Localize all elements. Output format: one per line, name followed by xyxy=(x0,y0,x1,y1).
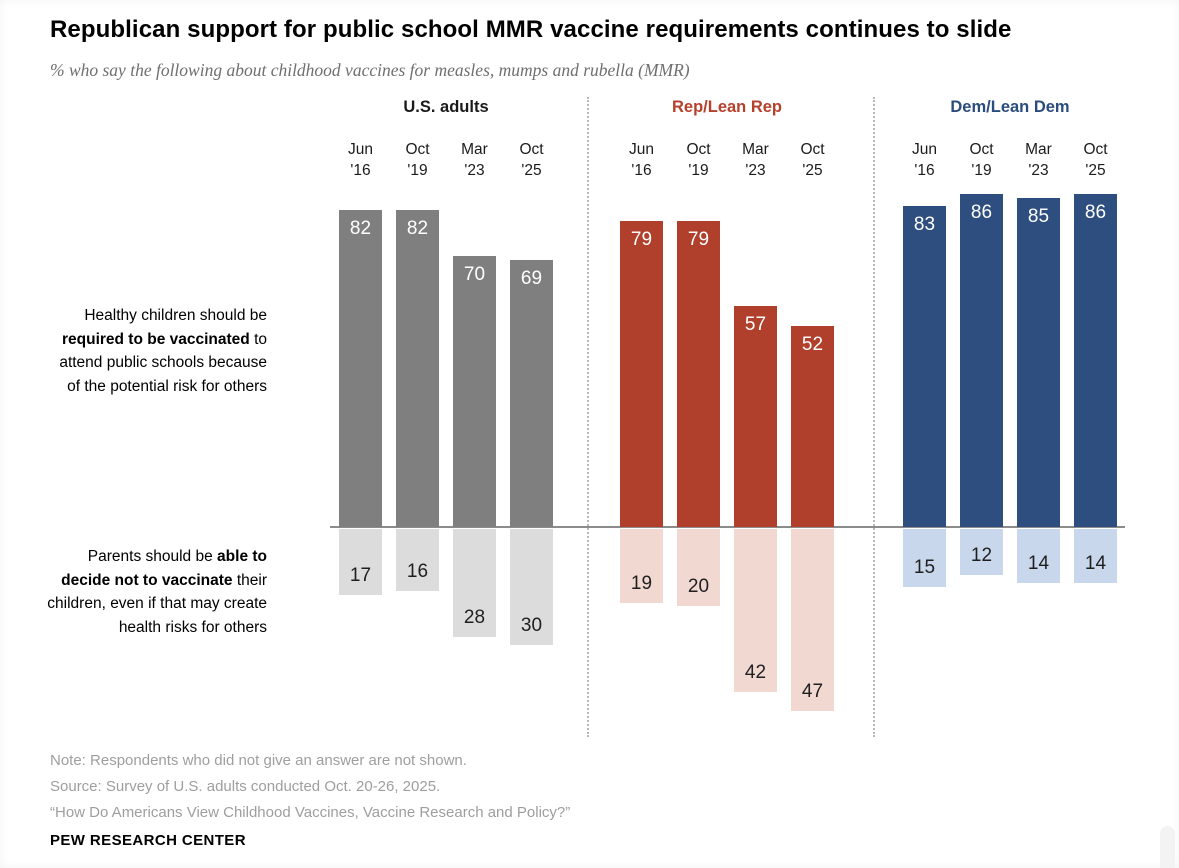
bar-parents-decide: 15 xyxy=(903,529,946,587)
group-header-2: Rep/Lean Rep xyxy=(671,98,783,116)
bar-value-label: 12 xyxy=(970,545,993,566)
bar-parents-decide: 47 xyxy=(791,529,834,711)
bar-required: 52 xyxy=(791,326,834,527)
category-label: Jun '16 xyxy=(912,141,937,179)
panel-divider-2 xyxy=(873,97,875,737)
bar-value-label: 79 xyxy=(687,229,710,250)
bar-value-label: 15 xyxy=(913,557,936,578)
bar-value-label: 16 xyxy=(406,561,429,582)
bar-parents-decide: 30 xyxy=(510,529,553,645)
bar-value-label: 30 xyxy=(520,615,543,636)
footer-notes: Note: Respondents who did not give an an… xyxy=(50,748,850,826)
category-label: Oct '25 xyxy=(519,141,544,179)
panel-divider-1 xyxy=(587,97,589,737)
bar-value-label: 82 xyxy=(349,218,372,239)
group-header-3: Dem/Lean Dem xyxy=(950,98,1070,116)
category-label: Jun '16 xyxy=(629,141,654,179)
note-line: Note: Respondents who did not give an an… xyxy=(50,752,467,769)
group-header-1: U.S. adults xyxy=(403,98,489,116)
statement-label-required: Healthy children should be required to b… xyxy=(59,307,267,395)
bar-value-label: 19 xyxy=(630,573,653,594)
bar-parents-decide: 42 xyxy=(734,529,777,692)
bar-required: 79 xyxy=(677,221,720,527)
bar-value-label: 47 xyxy=(801,681,824,702)
statement-label-parents-decide: Parents should be able to decide not to … xyxy=(47,548,267,636)
bar-value-label: 57 xyxy=(744,314,767,335)
bar-value-label: 14 xyxy=(1084,553,1107,574)
bar-value-label: 86 xyxy=(1084,202,1107,223)
bars-parents-decide-3: 15 12 14 14 xyxy=(903,529,1117,715)
category-label: Oct '19 xyxy=(686,141,711,179)
chart-baseline xyxy=(330,526,1125,528)
bar-value-label: 69 xyxy=(520,268,543,289)
bar-required: 82 xyxy=(396,210,439,527)
bar-value-label: 85 xyxy=(1027,206,1050,227)
bar-parents-decide: 12 xyxy=(960,529,1003,575)
bar-required: 82 xyxy=(339,210,382,527)
category-labels-1: Jun '16 Oct '19 Mar '23 Oct '25 xyxy=(339,139,553,181)
bar-parents-decide: 28 xyxy=(453,529,496,637)
category-label: Mar '23 xyxy=(1025,141,1052,179)
category-labels-3: Jun '16 Oct '19 Mar '23 Oct '25 xyxy=(903,139,1117,181)
bar-parents-decide: 14 xyxy=(1074,529,1117,583)
bar-value-label: 14 xyxy=(1027,553,1050,574)
bar-value-label: 42 xyxy=(744,662,767,683)
bars-parents-decide-2: 19 20 42 47 xyxy=(620,529,834,715)
scrollbar-thumb[interactable] xyxy=(1160,826,1175,868)
source-line: Source: Survey of U.S. adults conducted … xyxy=(50,778,441,795)
bars-required-1: 82 82 70 69 xyxy=(339,194,553,527)
bar-parents-decide: 19 xyxy=(620,529,663,603)
bar-required: 86 xyxy=(960,194,1003,527)
bar-value-label: 17 xyxy=(349,565,372,586)
bar-required: 69 xyxy=(510,260,553,527)
page-title: Republican support for public school MMR… xyxy=(50,16,1012,43)
bar-value-label: 52 xyxy=(801,334,824,355)
chart-subtitle: % who say the following about childhood … xyxy=(50,60,690,80)
category-label: Mar '23 xyxy=(742,141,769,179)
bar-parents-decide: 16 xyxy=(396,529,439,591)
bar-required: 86 xyxy=(1074,194,1117,527)
category-label: Jun '16 xyxy=(348,141,373,179)
bar-value-label: 70 xyxy=(463,264,486,285)
bar-required: 85 xyxy=(1017,198,1060,527)
bar-value-label: 28 xyxy=(463,607,486,628)
bar-required: 70 xyxy=(453,256,496,527)
category-label: Oct '25 xyxy=(800,141,825,179)
bar-parents-decide: 17 xyxy=(339,529,382,595)
bar-value-label: 83 xyxy=(913,214,936,235)
bar-value-label: 86 xyxy=(970,202,993,223)
report-title-line: “How Do Americans View Childhood Vaccine… xyxy=(50,804,571,821)
category-label: Oct '25 xyxy=(1083,141,1108,179)
bar-required: 83 xyxy=(903,206,946,527)
bars-required-2: 79 79 57 52 xyxy=(620,194,834,527)
category-label: Oct '19 xyxy=(969,141,994,179)
bars-parents-decide-1: 17 16 28 30 xyxy=(339,529,553,715)
category-label: Oct '19 xyxy=(405,141,430,179)
bar-required: 57 xyxy=(734,306,777,527)
bar-value-label: 82 xyxy=(406,218,429,239)
bar-parents-decide: 20 xyxy=(677,529,720,606)
bar-required: 79 xyxy=(620,221,663,527)
bar-value-label: 20 xyxy=(687,576,710,597)
category-labels-2: Jun '16 Oct '19 Mar '23 Oct '25 xyxy=(620,139,834,181)
bar-parents-decide: 14 xyxy=(1017,529,1060,583)
bars-required-3: 83 86 85 86 xyxy=(903,194,1117,527)
bar-value-label: 79 xyxy=(630,229,653,250)
pew-research-center-wordmark: PEW RESEARCH CENTER xyxy=(50,832,246,849)
category-label: Mar '23 xyxy=(461,141,488,179)
